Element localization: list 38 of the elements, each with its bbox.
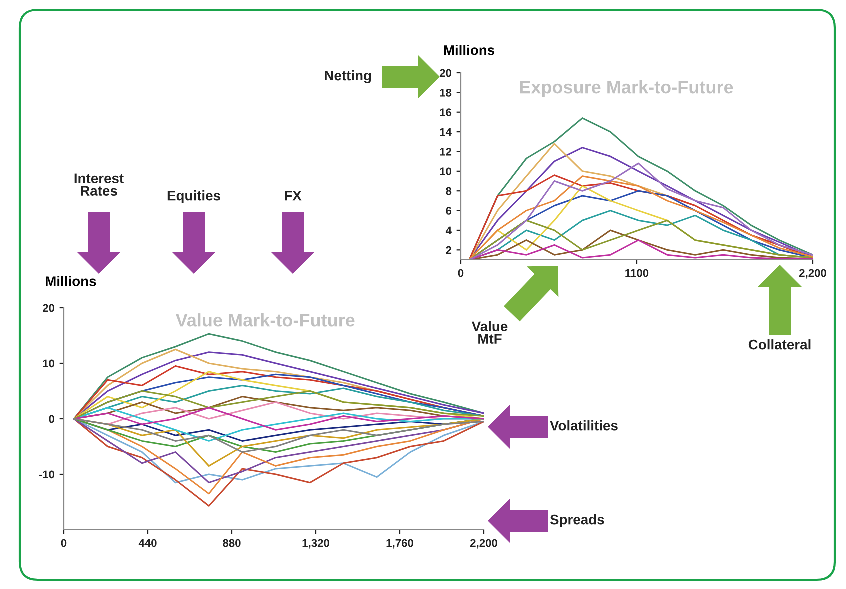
chart-title: Exposure Mark-to-Future — [520, 80, 734, 98]
y-tick-label: 10 — [440, 168, 452, 176]
y-tick-label: 0 — [49, 415, 55, 424]
y-tick-label: 20 — [440, 69, 452, 78]
line-series — [73, 418, 484, 454]
x-tick-label: 880 — [223, 539, 241, 548]
text: FX — [285, 191, 302, 201]
annotation: Value MtF — [472, 321, 508, 344]
y-axis-title: Millions — [46, 276, 96, 286]
y-tick-label: 8 — [446, 187, 452, 196]
chart-title: Value Mark-to-Future — [176, 314, 355, 327]
x-tick-label: 2,200 — [799, 269, 826, 279]
y-tick-label: 14 — [440, 128, 452, 136]
x-tick-label: 0 — [458, 269, 464, 278]
y-tick-label: 18 — [440, 88, 452, 97]
text: Netting — [325, 70, 372, 84]
x-tick-label: 1100 — [626, 269, 649, 278]
y-tick-label: -10 — [39, 470, 55, 479]
text: Spreads — [550, 514, 604, 528]
y-tick-label: 12 — [440, 148, 452, 156]
x-tick-label: 1,760 — [386, 539, 414, 549]
y-axis-title: Millions — [444, 45, 495, 56]
text: Volatilities — [550, 420, 618, 431]
line-series — [73, 390, 484, 420]
x-tick-label: 1,320 — [302, 539, 330, 549]
line-series — [73, 407, 484, 431]
text: Collateral — [748, 340, 811, 350]
x-tick-label: 440 — [138, 539, 157, 548]
y-tick-label: 2 — [446, 246, 452, 254]
y-tick-label: 10 — [43, 360, 55, 368]
x-tick-label: 2,200 — [470, 539, 498, 549]
y-tick-label: 4 — [446, 226, 452, 234]
text: Interest Rates — [74, 174, 124, 196]
text: Equities — [168, 190, 220, 204]
y-tick-label: 16 — [440, 108, 452, 117]
y-tick-label: 20 — [43, 304, 55, 312]
x-tick-label: 0 — [61, 539, 67, 548]
y-tick-label: 6 — [446, 207, 452, 215]
